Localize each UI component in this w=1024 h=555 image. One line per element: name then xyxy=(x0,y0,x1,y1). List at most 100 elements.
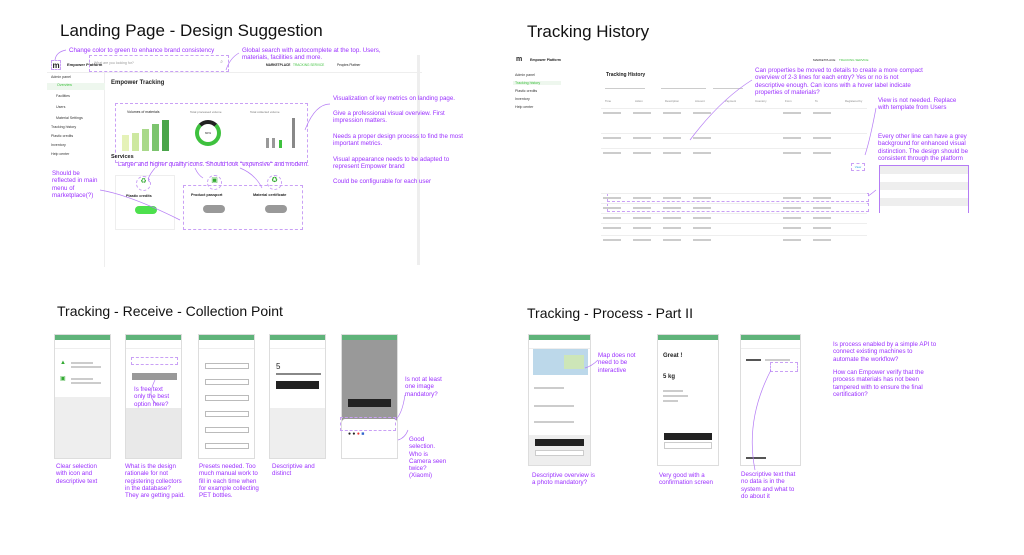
nav-marketplace[interactable]: MARKETPLACE xyxy=(266,63,291,67)
table-row[interactable] xyxy=(601,223,867,229)
cancel-button[interactable] xyxy=(535,450,584,456)
annotation: Visualization of key metrics on landing … xyxy=(333,95,455,102)
plastic-credits-icon: ♻ xyxy=(136,176,151,191)
phone-form xyxy=(198,334,255,459)
column-header: Inventory xyxy=(755,99,767,103)
section-title-process: Tracking - Process - Part II xyxy=(527,305,693,321)
sidebar-item[interactable]: Plastic credits xyxy=(515,89,538,93)
annotation: Needs a proper design process to find th… xyxy=(333,133,464,148)
sidebar: Admin panel Overview Facilities Users Ma… xyxy=(47,72,105,267)
page-title: Empower Tracking xyxy=(111,80,165,86)
date-filter[interactable] xyxy=(605,83,645,89)
annotation: Very good with a confirmation screen xyxy=(659,472,713,487)
scrollbar[interactable] xyxy=(417,55,420,265)
table-row[interactable] xyxy=(601,235,867,241)
table-row[interactable] xyxy=(601,133,867,139)
sidebar-item[interactable]: Tracking history xyxy=(51,125,77,129)
annotation: Good selection. Who is Camera seen twice… xyxy=(409,436,447,480)
sidebar-item[interactable]: Facilities xyxy=(56,94,70,98)
open-button[interactable] xyxy=(203,205,225,213)
brand-name: Empower Platform xyxy=(530,58,561,62)
sidebar-item-tracking-history[interactable]: Tracking history xyxy=(513,81,561,85)
services-title: Services xyxy=(111,154,134,160)
sidebar-item[interactable]: Help center xyxy=(515,105,534,109)
annotation: Global search with autocomplete at the t… xyxy=(242,47,381,62)
annotation: Descriptive text that no data is in the … xyxy=(741,471,796,500)
service-card[interactable]: ♻ Plastic credits xyxy=(115,175,175,230)
user-menu[interactable]: Peoples Plattner xyxy=(337,63,361,67)
table-row xyxy=(880,190,968,198)
table-row xyxy=(880,166,968,174)
sidebar-item[interactable]: Users xyxy=(56,105,66,109)
table-row[interactable] xyxy=(601,203,867,209)
section-title-history: Tracking History xyxy=(527,22,650,41)
sidebar-item[interactable]: Plastic credits xyxy=(51,134,74,138)
phone-select-collection: ▲ ▣ xyxy=(54,334,111,459)
search-icon: ⌕ xyxy=(220,59,223,65)
table-row xyxy=(880,174,968,182)
next-button[interactable] xyxy=(348,399,391,407)
annotation: Every other line can have a grey backgro… xyxy=(878,133,969,162)
annotation: Map does not need to be interactive xyxy=(598,352,636,374)
search-box[interactable]: What are you looking for? ⌕ xyxy=(89,55,229,72)
weight-input[interactable]: 5 xyxy=(276,362,281,371)
history-screenshot: m Empower Platform MARKETPLACE TRACKING … xyxy=(513,53,873,258)
donut-chart: 60% xyxy=(195,120,221,146)
annotation: Change color to green to enhance brand c… xyxy=(69,47,215,54)
phone-overview xyxy=(528,334,591,466)
table-row xyxy=(880,206,968,214)
column-header: Time xyxy=(605,99,612,103)
nav-tracking[interactable]: TRACKING SERVICE xyxy=(293,63,325,67)
sidebar-item[interactable]: Material Settings xyxy=(56,116,83,120)
phone-step xyxy=(740,334,801,466)
metrics-panel: Volumes of materials Total processed vol… xyxy=(115,103,308,163)
sidebar-item[interactable]: Inventory xyxy=(51,143,66,147)
search-input[interactable]: What are you looking for? xyxy=(94,61,134,65)
certificate-icon: ✪ xyxy=(267,175,282,190)
card-title: Total collected volume xyxy=(250,110,280,114)
section-title-landing: Landing Page - Design Suggestion xyxy=(60,21,323,40)
sidebar-item[interactable]: Inventory xyxy=(515,97,530,101)
sidebar-item[interactable]: Help center xyxy=(51,152,70,156)
column-header: Payment xyxy=(725,99,737,103)
action-filter[interactable] xyxy=(713,83,743,89)
table-row xyxy=(880,198,968,206)
service-name: Product passport xyxy=(191,193,223,197)
phone-confirmation: Great ! 5 kg xyxy=(657,334,719,466)
phone-image-select: ● ● ● ■ xyxy=(341,334,398,459)
annotation: Descriptive and distinct xyxy=(272,463,315,478)
brand-name: Empower Platform xyxy=(67,62,103,67)
table-row[interactable] xyxy=(601,193,867,199)
add-button[interactable] xyxy=(664,433,712,440)
annotation: Clear selection with icon and descriptiv… xyxy=(56,463,98,485)
annotation: Is not at least one image mandatory? xyxy=(405,376,442,398)
sidebar-item[interactable]: Admin panel xyxy=(515,73,535,77)
sidebar-item[interactable]: Admin panel xyxy=(51,75,71,79)
table-row[interactable] xyxy=(601,148,867,154)
annotation: Is free text only the best option here? xyxy=(134,386,170,408)
card-title: Total processed volume xyxy=(190,110,222,114)
open-button[interactable] xyxy=(265,205,287,213)
open-button[interactable] xyxy=(135,206,157,214)
table-row[interactable] xyxy=(601,108,867,114)
column-header: Amount xyxy=(695,99,705,103)
facility-filter[interactable] xyxy=(661,83,706,89)
table-row xyxy=(880,182,968,190)
annotation: Should be reflected in main menu of mark… xyxy=(52,170,98,199)
sidebar-item-overview[interactable]: Overview xyxy=(47,83,105,90)
next-button[interactable] xyxy=(276,381,319,389)
confirmation-title: Great ! xyxy=(663,353,683,359)
view-link[interactable]: View xyxy=(851,163,865,171)
nav-marketplace[interactable]: MARKETPLACE xyxy=(813,58,836,62)
secondary-button[interactable] xyxy=(664,442,712,449)
column-header: From xyxy=(785,99,792,103)
column-header: To xyxy=(815,99,818,103)
nav-tracking[interactable]: TRACKING SERVICE xyxy=(839,58,869,62)
service-card[interactable]: ▣ Product passport xyxy=(187,175,237,230)
continue-button[interactable] xyxy=(535,439,584,446)
table-row[interactable] xyxy=(601,213,867,219)
bar xyxy=(152,124,159,151)
service-card[interactable]: ✪ Material certificate xyxy=(247,175,302,230)
annotation: Can properties be moved to details to cr… xyxy=(755,67,923,96)
annotation: Larger and higher quality icons. Should … xyxy=(118,161,309,168)
